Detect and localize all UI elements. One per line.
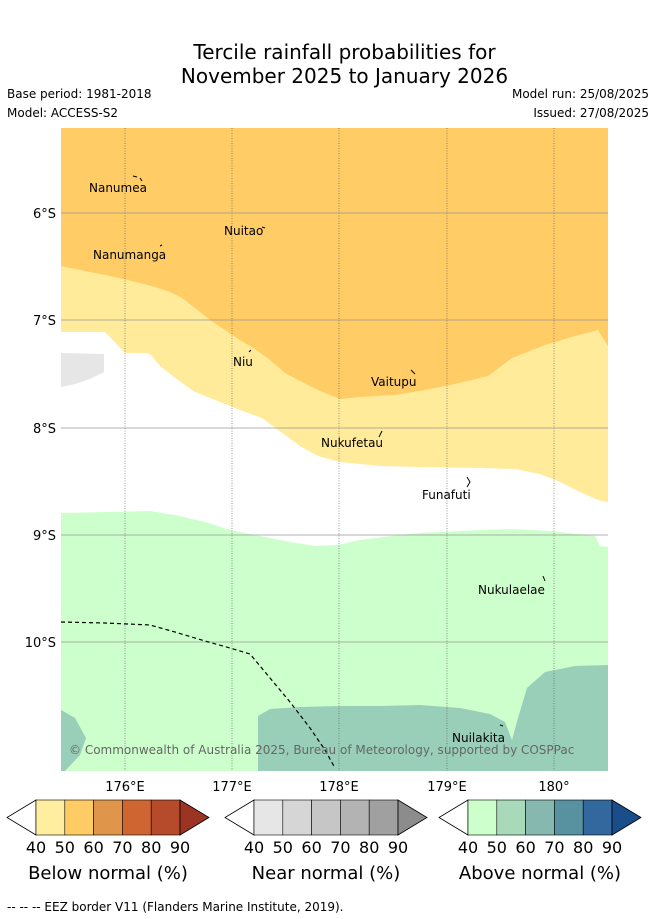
colorbar-tick-label: 80 [573, 838, 593, 857]
island-mark-nuitao [261, 226, 266, 229]
lon-label-179e: 179°E [427, 780, 467, 795]
lat-label-10s: 10°S [25, 636, 56, 651]
longitude-gridlines [124, 128, 555, 771]
colorbar-legends: 40 50 60 70 80 90 Below normal (%) 40 50 60 70 80 9… [6, 799, 642, 884]
map-figure: Nanumea Nuitao Nanumanga Niu Vaitupu Nuk… [25, 128, 608, 795]
colorbar-cell [496, 799, 526, 836]
island-mark-nanumea [132, 175, 143, 182]
label-nanumanga: Nanumanga [93, 248, 166, 262]
colorbar-tick-label: 60 [83, 838, 103, 857]
colorbar-cell [150, 799, 181, 836]
colorbar-high-extension [179, 799, 210, 836]
colorbar-tick-label: 40 [26, 838, 46, 857]
colorbar-high-extension [611, 799, 642, 836]
above-normal-50-region-left [61, 710, 86, 771]
colorbar-low-extension [438, 799, 469, 836]
colorbar-tick-label: 40 [458, 838, 478, 857]
lat-label-8s: 8°S [33, 422, 56, 437]
colorbar-cell [35, 799, 66, 836]
colorbar-tick-label: 90 [602, 838, 622, 857]
issued-label: Issued: 27/08/2025 [533, 106, 649, 120]
label-niu: Niu [233, 355, 253, 369]
colorbar-tick-label: 90 [170, 838, 190, 857]
island-mark-nukufetau [378, 430, 383, 438]
longitude-axis: 176°E 177°E 178°E 179°E 180° [105, 780, 569, 795]
colorbar-cell [253, 799, 284, 836]
colorbar-tick-label: 90 [388, 838, 408, 857]
colorbar-tick-label: 70 [112, 838, 132, 857]
colorbar-near-normal: 40 50 60 70 80 90 Near normal (%) [224, 799, 428, 884]
colorbar-tick-label: 50 [273, 838, 293, 857]
colorbar-title: Near normal (%) [252, 863, 401, 884]
colorbar-tick-label: 60 [301, 838, 321, 857]
colorbar-cell [467, 799, 498, 836]
label-nanumea: Nanumea [89, 181, 147, 195]
latitude-gridlines [61, 212, 608, 643]
colorbar-cell [554, 799, 584, 836]
colorbar-below-normal: 40 50 60 70 80 90 Below normal (%) [6, 799, 210, 884]
colorbar-low-extension [6, 799, 37, 836]
above-normal-50-region-bottom [258, 665, 608, 771]
near-normal-region [61, 353, 104, 387]
colorbar-cell [64, 799, 94, 836]
colorbar-title: Above normal (%) [459, 863, 621, 884]
colorbar-tick-label: 50 [487, 838, 507, 857]
island-mark-nuilakita [499, 724, 504, 727]
lon-label-176e: 176°E [105, 780, 145, 795]
map-area: Nanumea Nuitao Nanumanga Niu Vaitupu Nuk… [61, 128, 608, 771]
colorbar-tick-label: 70 [330, 838, 350, 857]
colorbar-cell [122, 799, 152, 836]
eez-border-line [61, 621, 336, 769]
colorbar-cell [282, 799, 312, 836]
colorbar-cell [93, 799, 123, 836]
colorbar-tick-label: 80 [141, 838, 161, 857]
lon-label-180: 180° [538, 780, 569, 795]
colorbar-low-extension [224, 799, 255, 836]
label-nukulaelae: Nukulaelae [478, 583, 545, 597]
eez-legend: -- -- -- EEZ border V11 (Flanders Marine… [7, 900, 344, 914]
island-mark-niu [248, 349, 252, 353]
island-mark-nukulaelae [542, 575, 546, 582]
copyright-notice: © Commonwealth of Australia 2025, Bureau… [69, 743, 574, 757]
lat-label-6s: 6°S [33, 207, 56, 222]
below-normal-60-region [61, 128, 608, 399]
label-nuilakita: Nuilakita [452, 731, 505, 745]
label-vaitupu: Vaitupu [371, 375, 417, 389]
label-nukufetau: Nukufetau [321, 436, 383, 450]
colorbar-cell [311, 799, 341, 836]
lon-label-178e: 178°E [319, 780, 359, 795]
colorbar-above-normal: 40 50 60 70 80 90 Above normal (%) [438, 799, 642, 884]
model-run-label: Model run: 25/08/2025 [511, 87, 649, 101]
colorbar-tick-label: 40 [244, 838, 264, 857]
above-normal-40-region [61, 511, 608, 771]
colorbar-cell [368, 799, 399, 836]
label-nuitao: Nuitao [224, 224, 263, 238]
chart-title: Tercile rainfall probabilities for Novem… [0, 40, 655, 88]
island-labels: Nanumea Nuitao Nanumanga Niu Vaitupu Nuk… [89, 181, 545, 745]
island-mark-funafuti [466, 476, 471, 488]
colorbar-cell [582, 799, 613, 836]
title-line-1: Tercile rainfall probabilities for [193, 40, 496, 64]
base-period-label: Base period: 1981-2018 [7, 87, 152, 101]
colorbar-high-extension [397, 799, 428, 836]
island-mark-nanumanga [159, 244, 163, 247]
island-mark-vaitupu [410, 369, 416, 375]
island-marks [132, 175, 546, 727]
colorbar-tick-label: 50 [55, 838, 75, 857]
lat-label-7s: 7°S [33, 314, 56, 329]
colorbar-cell [340, 799, 370, 836]
lon-label-177e: 177°E [212, 780, 252, 795]
latitude-axis: 6°S 7°S 8°S 9°S 10°S [25, 207, 56, 651]
title-line-2: November 2025 to January 2026 [180, 64, 509, 88]
colorbar-title: Below normal (%) [28, 863, 188, 884]
lat-label-9s: 9°S [33, 529, 56, 544]
colorbar-tick-label: 60 [515, 838, 535, 857]
colorbar-cell [525, 799, 555, 836]
model-label: Model: ACCESS-S2 [7, 106, 119, 120]
colorbar-tick-label: 70 [544, 838, 564, 857]
colorbar-tick-label: 80 [359, 838, 379, 857]
label-funafuti: Funafuti [422, 488, 471, 502]
